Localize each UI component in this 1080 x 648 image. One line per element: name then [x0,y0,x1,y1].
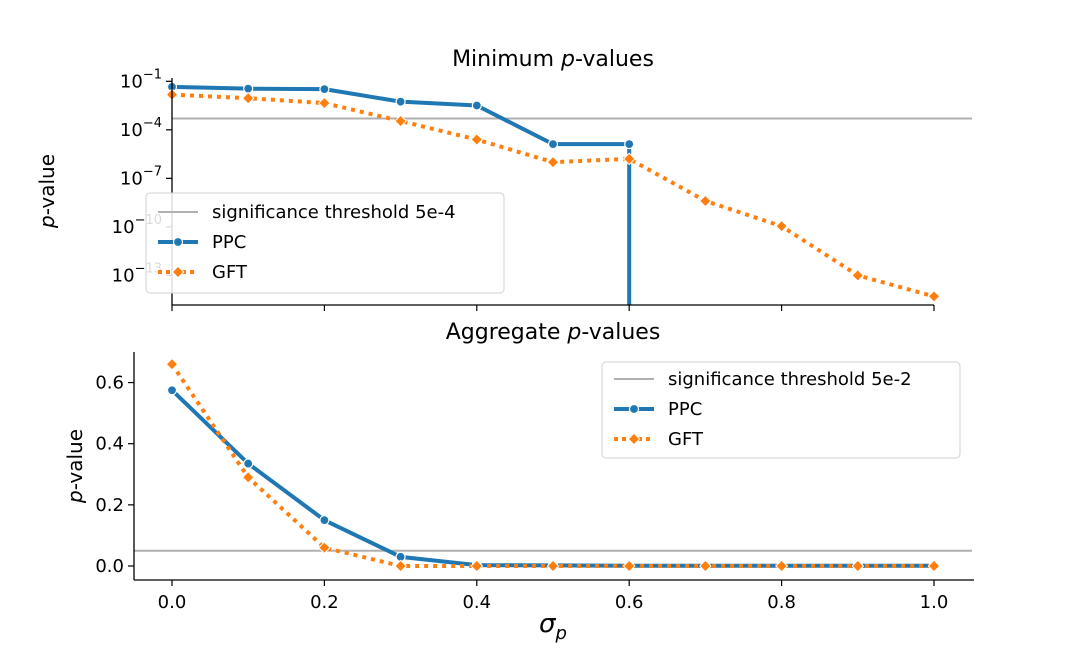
bottom-legend-box [601,361,961,459]
minimum-pvalues-panel: Minimum p-values p-value 10−110−410−710−… [35,47,972,311]
bottom-x-tick-label: 0.2 [310,592,339,613]
top-y-tick-label: 10−1 [120,67,162,92]
bottom-y-axis-label: p-value [63,429,87,504]
top-ppc-point [319,83,330,95]
bottom-y-tick-label: 0.2 [95,495,124,516]
top-gft-point [927,290,941,303]
bottom-title: Aggregate p-values [446,320,661,345]
bottom-gft-point [165,357,179,371]
top-gft-point [699,194,712,208]
top-gft-point [546,155,560,169]
bottom-x-axis-label: σp [539,609,567,644]
top-title: Minimum p-values [452,47,654,72]
top-y-tick-label: 10−4 [120,116,162,141]
bottom-gft-point [775,559,788,573]
bottom-x-tick-label: 0.0 [158,592,187,613]
bottom-gft-point [622,559,636,573]
top-ppc-point [547,139,559,150]
bottom-gft-point [851,559,865,573]
bottom-gft-point [546,559,560,573]
bottom-ppc-point [319,515,330,526]
bottom-gft-point [927,559,941,573]
top-gft-point [775,219,788,233]
top-gft-point [470,133,484,146]
top-legend-ppc-label: PPC [212,232,246,253]
top-legend-box [145,192,505,294]
bottom-y-tick-label: 0.4 [95,434,124,455]
top-legend-ppc-marker [172,236,184,248]
bottom-gft-point [241,470,255,484]
top-ppc-point [624,139,635,150]
top-legend-gft-label: GFT [212,262,248,283]
bottom-gft-point [699,559,712,573]
bottom-gft-point [394,559,407,573]
top-gft-point [394,114,407,128]
bottom-x-tick-label: 0.8 [767,592,796,613]
bottom-ppc-point [243,458,254,469]
top-legend-gft-marker [171,265,185,279]
bottom-y-tick-label: 0.0 [95,556,124,577]
bottom-x-tick-label: 1.0 [920,592,949,613]
top-y-tick-label: 10−7 [120,164,162,189]
top-gft-point [622,152,636,166]
aggregate-pvalues-panel: Aggregate p-values p-value σp 0.0 0.2 0.4 0… [63,320,974,644]
bottom-gft-point [470,559,484,573]
top-legend: significance threshold 5e-4 PPC GFT [145,192,505,294]
bottom-y-tick-label: 0.6 [95,373,124,394]
top-ppc-point [471,100,482,111]
bottom-gft-point [318,541,331,555]
bottom-legend-threshold-label: significance threshold 5e-2 [668,369,912,390]
bottom-legend: significance threshold 5e-2 PPC GFT [601,361,961,459]
top-gft-point [241,91,255,105]
top-ppc-point [395,96,406,107]
bottom-legend-gft-label: GFT [668,429,704,450]
bottom-x-tick-label: 0.6 [615,592,644,613]
bottom-ppc-point [166,385,178,396]
top-y-axis-label: p-value [35,154,59,229]
bottom-x-tick-label: 0.4 [462,592,491,613]
bottom-legend-gft-marker [627,432,641,446]
top-gft-point [851,269,865,282]
top-gft-point [318,96,331,110]
top-ppc-point [243,83,254,94]
top-legend-threshold-label: significance threshold 5e-4 [212,202,456,223]
bottom-legend-ppc-marker [628,403,640,415]
bottom-legend-ppc-label: PPC [668,399,702,420]
